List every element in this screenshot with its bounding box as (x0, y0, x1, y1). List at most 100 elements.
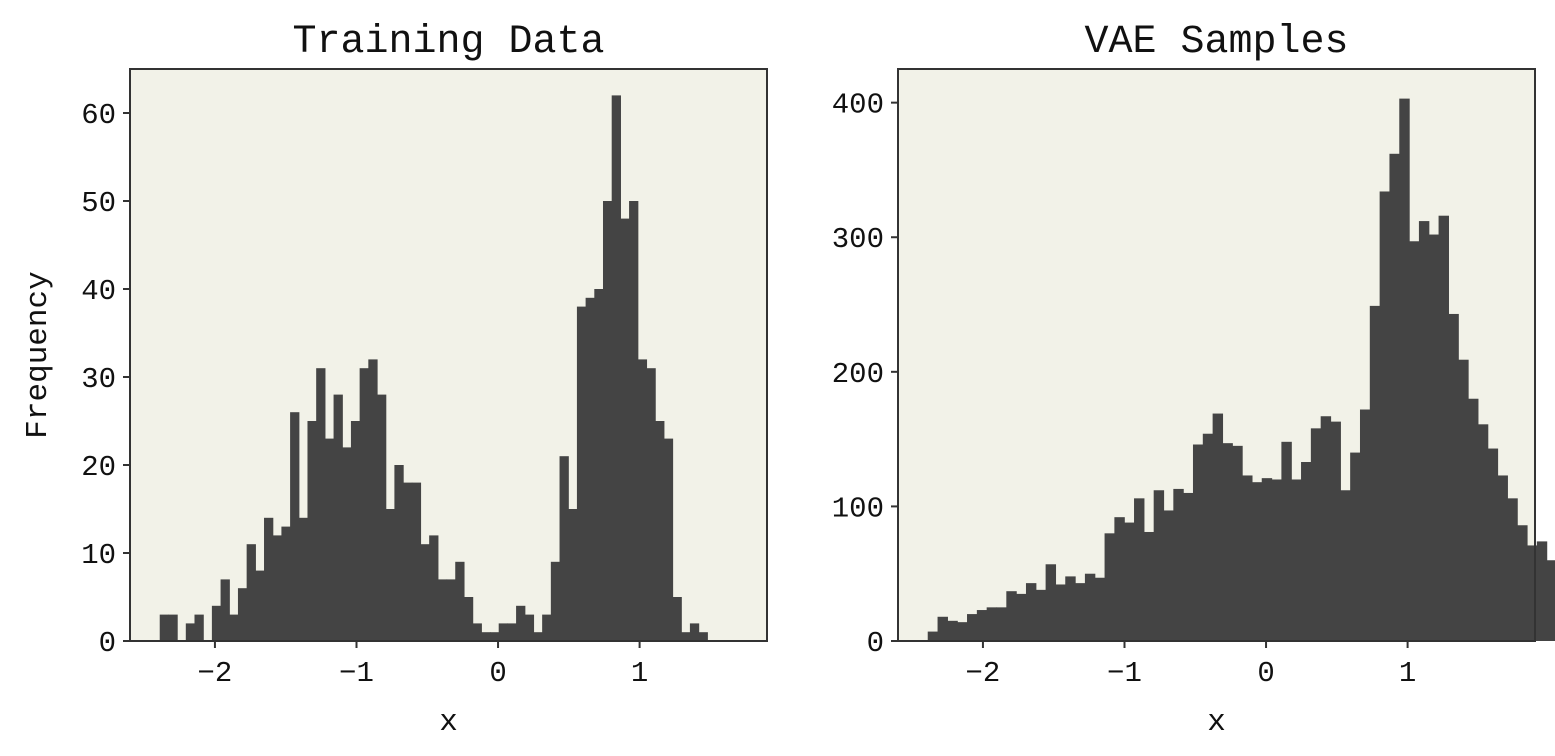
training-data-bar (298, 517, 309, 641)
vae-samples-bar (1261, 478, 1273, 641)
vae-samples-histogram: −2 −1 0 1 0 100 200 300 400 VAE Samples x (832, 20, 1555, 740)
training-data-bar (220, 579, 230, 641)
vae-samples-x-tick-label: 0 (1257, 657, 1274, 690)
vae-samples-bar (1163, 510, 1174, 641)
vae-samples-bar (1143, 531, 1155, 641)
training-data-bar (533, 632, 543, 641)
training-data-bar (237, 588, 248, 641)
training-data-bar (264, 517, 274, 641)
vae-samples-bar (1134, 498, 1145, 641)
training-data-bar (159, 614, 170, 641)
training-data-bar (333, 394, 343, 641)
vae-samples-bar (1438, 215, 1449, 641)
vae-samples-bar (1173, 488, 1184, 641)
training-data-bar (368, 359, 378, 641)
training-data-bar (646, 368, 656, 641)
vae-samples-bar (1153, 490, 1165, 641)
training-data-bar (350, 421, 361, 641)
training-data-bar (281, 526, 291, 641)
vae-samples-bar (1448, 313, 1459, 641)
vae-samples-bar (1428, 234, 1440, 642)
training-data-y-axis-label: Frequency (21, 271, 56, 438)
vae-samples-bar (1212, 413, 1224, 641)
vae-samples-bar (976, 610, 988, 641)
vae-samples-bar (1045, 564, 1057, 641)
training-data-bar (437, 579, 448, 641)
training-data-bar (637, 359, 648, 641)
training-data-bar (394, 465, 404, 641)
training-data-bar (385, 509, 395, 641)
vae-samples-y-tick-label: 400 (832, 89, 884, 122)
training-data-bar (498, 623, 508, 641)
vae-samples-bar (1418, 221, 1430, 641)
vae-samples-bar (1301, 462, 1312, 641)
vae-samples-bar (1310, 428, 1322, 641)
training-data-bar (403, 482, 413, 641)
vae-samples-bar (957, 622, 968, 641)
vae-samples-y-tick-label: 300 (832, 223, 884, 256)
vae-samples-bar (1350, 452, 1361, 641)
vae-samples-bar (1369, 305, 1381, 641)
vae-samples-bar (1055, 584, 1066, 641)
training-data-title: Training Data (292, 20, 604, 65)
vae-samples-bar (1202, 433, 1214, 641)
vae-samples-bar (1025, 583, 1037, 641)
training-data-bar (568, 509, 578, 641)
vae-samples-bar (1232, 445, 1243, 641)
training-data-bar (490, 632, 500, 641)
vae-samples-bar (1104, 533, 1115, 641)
vae-samples-bar (1536, 541, 1548, 641)
vae-samples-bar (986, 607, 998, 641)
vae-samples-x-tick-label: −2 (966, 657, 1001, 690)
vae-samples-bar (1330, 421, 1341, 641)
training-data-bar (211, 605, 222, 641)
training-data-bar (290, 412, 300, 641)
vae-samples-bar (1458, 359, 1469, 641)
training-data-bars (159, 95, 708, 641)
vae-samples-bar (1497, 475, 1508, 641)
training-data-bar (307, 421, 317, 641)
vae-samples-bar (1124, 522, 1135, 641)
vae-samples-bar (1084, 573, 1096, 641)
vae-samples-y-tick-label: 0 (867, 627, 884, 660)
vae-samples-bar (1409, 241, 1420, 641)
training-data-bar (168, 614, 178, 641)
training-data-x-tick-label: 1 (631, 657, 648, 690)
vae-samples-bar (996, 607, 1007, 641)
vae-samples-bar (967, 614, 978, 641)
training-data-bar (672, 597, 682, 641)
vae-samples-title: VAE Samples (1084, 20, 1348, 65)
training-data-bar (342, 447, 352, 641)
training-data-y-tick-label: 60 (81, 99, 116, 132)
vae-samples-bar (1320, 416, 1332, 641)
vae-samples-bar (1251, 482, 1263, 641)
training-data-bar (359, 368, 369, 641)
vae-samples-bar (1399, 98, 1410, 642)
training-data-bar (455, 561, 465, 641)
training-data-bar (324, 438, 335, 641)
vae-samples-bar (1271, 479, 1282, 641)
training-data-y-tick-label: 50 (81, 187, 116, 220)
vae-samples-bar (1006, 591, 1017, 641)
vae-samples-bar (1487, 448, 1499, 641)
vae-samples-frame (897, 68, 1536, 642)
training-data-bar (185, 623, 196, 641)
vae-samples-bar (1222, 443, 1233, 641)
training-data-bar (411, 482, 422, 641)
vae-samples-bar (1526, 545, 1538, 641)
training-data-bar (681, 632, 691, 641)
vae-samples-bar (1546, 560, 1555, 641)
training-data-bar (611, 95, 621, 641)
vae-samples-bar (937, 616, 948, 641)
vae-samples-bar (1291, 479, 1302, 641)
vae-samples-bar (947, 620, 958, 641)
training-data-bar (698, 632, 708, 641)
training-data-bar (472, 623, 482, 641)
vae-samples-bars (927, 98, 1555, 642)
training-data-bar (689, 623, 700, 641)
vae-samples-bar (1016, 593, 1027, 641)
vae-samples-bar (1094, 577, 1106, 641)
training-data-bar (194, 614, 204, 641)
training-data-bar (516, 605, 526, 641)
